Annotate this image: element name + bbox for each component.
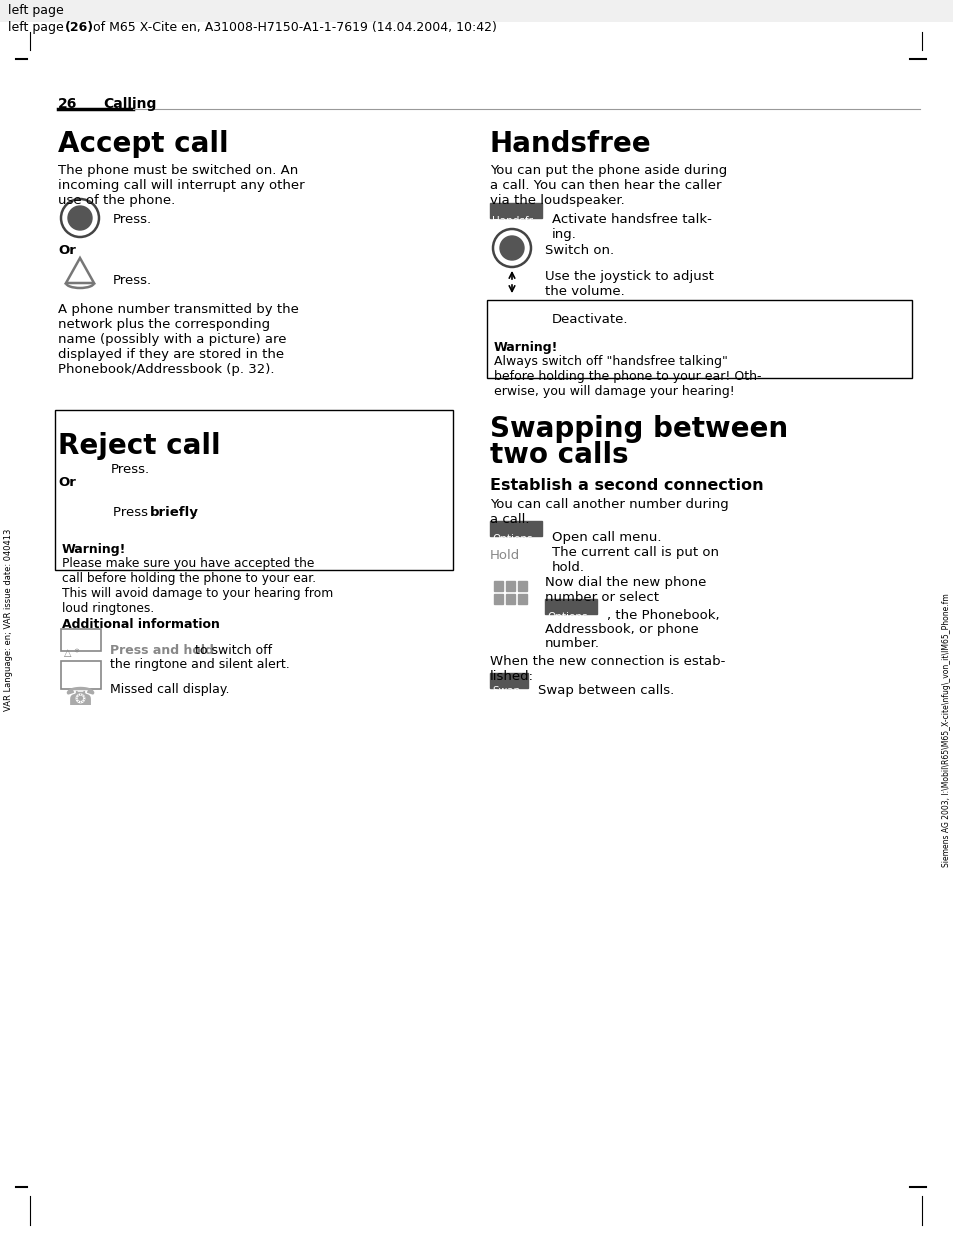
Text: Options: Options [546,612,587,622]
Text: When the new connection is estab-
lished:: When the new connection is estab- lished… [490,655,724,683]
FancyBboxPatch shape [61,629,101,650]
Text: Hold: Hold [490,549,519,562]
Bar [494,594,502,604]
Text: Accept call: Accept call [58,130,229,158]
Text: left page: left page [8,4,68,17]
FancyBboxPatch shape [61,660,101,689]
Bar [490,303,541,318]
Text: Siemens AG 2003, I:\Mobil\R65\M65_X-cite\nfug\_von_it\lM65_Phone.fm: Siemens AG 2003, I:\Mobil\R65\M65_X-cite… [942,593,950,867]
Text: Open call menu.: Open call menu. [552,531,660,545]
Circle shape [68,206,91,231]
Text: Establish a second connection: Establish a second connection [490,478,762,493]
Bar [0,0,953,22]
Bar [544,599,597,614]
Text: The current call is put on
hold.: The current call is put on hold. [552,546,719,574]
Bar [55,410,453,569]
Text: △ *: △ * [64,648,79,658]
Text: Now dial the new phone
number or select: Now dial the new phone number or select [544,576,705,604]
Text: Press.: Press. [112,274,152,287]
Text: left page: left page [8,4,68,17]
Text: Use the joystick to adjust
the volume.: Use the joystick to adjust the volume. [544,270,713,298]
Bar [490,673,527,688]
Text: of M65 X-Cite en, A31008-H7150-A1-1-7619 (14.04.2004, 10:42): of M65 X-Cite en, A31008-H7150-A1-1-7619… [93,21,497,34]
Text: Press: Press [112,506,152,520]
Text: Options: Options [492,535,532,545]
Text: Deactivate.: Deactivate. [552,313,628,326]
Text: number.: number. [544,637,599,650]
Text: You can put the phone aside during
a call. You can then hear the caller
via the : You can put the phone aside during a cal… [490,164,726,207]
Bar [505,594,515,604]
Text: VAR Language: en; VAR issue date: 040413: VAR Language: en; VAR issue date: 040413 [5,528,13,711]
Text: Press.: Press. [111,464,150,476]
Text: The phone must be switched on. An
incoming call will interrupt any other
use of : The phone must be switched on. An incomi… [58,164,304,207]
Text: Warning!: Warning! [494,341,558,354]
Text: 26: 26 [58,97,77,111]
Bar [490,203,541,218]
Bar [486,300,911,378]
Text: Handsfree: Handsfree [490,130,651,158]
Text: , the Phonebook,: , the Phonebook, [606,609,719,622]
Text: You can call another number during
a call.: You can call another number during a cal… [490,498,728,526]
Text: (26): (26) [65,21,94,34]
Text: Handsfr.: Handsfr. [492,316,535,326]
Bar [517,594,526,604]
Text: .: . [193,506,197,520]
Text: Additional information: Additional information [62,618,219,630]
Text: Switch on.: Switch on. [544,244,614,257]
Text: Press.: Press. [112,213,152,226]
Text: to switch off: to switch off [191,644,272,657]
Text: Please make sure you have accepted the
call before holding the phone to your ear: Please make sure you have accepted the c… [62,557,333,616]
Text: Missed call display.: Missed call display. [110,683,230,697]
Bar [494,581,502,591]
Text: Reject: Reject [60,465,92,475]
Text: Activate handsfree talk-
ing.: Activate handsfree talk- ing. [552,213,711,240]
Text: Calling: Calling [103,97,156,111]
Text: Or: Or [58,476,76,488]
Bar [505,581,515,591]
Text: briefly: briefly [150,506,198,520]
Text: ☎: ☎ [64,687,95,710]
Bar [490,521,541,536]
Text: Addressbook, or phone: Addressbook, or phone [544,623,698,635]
Bar [58,452,102,467]
Text: Reject call: Reject call [58,432,220,460]
Text: left page: left page [8,21,68,34]
Text: Warning!: Warning! [62,543,126,556]
Text: two calls: two calls [490,441,628,468]
Text: Always switch off "handsfree talking"
before holding the phone to your ear! Oth-: Always switch off "handsfree talking" be… [494,355,760,397]
Bar [517,581,526,591]
Text: Swap: Swap [492,687,519,697]
Text: Swapping between: Swapping between [490,415,787,444]
Text: Press and hold: Press and hold [110,644,213,657]
Text: Swap between calls.: Swap between calls. [537,684,674,697]
Text: Handsfr.: Handsfr. [492,216,535,226]
Circle shape [499,235,523,260]
Text: the ringtone and silent alert.: the ringtone and silent alert. [110,658,290,672]
Text: Or: Or [58,244,76,257]
Text: A phone number transmitted by the
network plus the corresponding
name (possibly : A phone number transmitted by the networ… [58,303,298,376]
